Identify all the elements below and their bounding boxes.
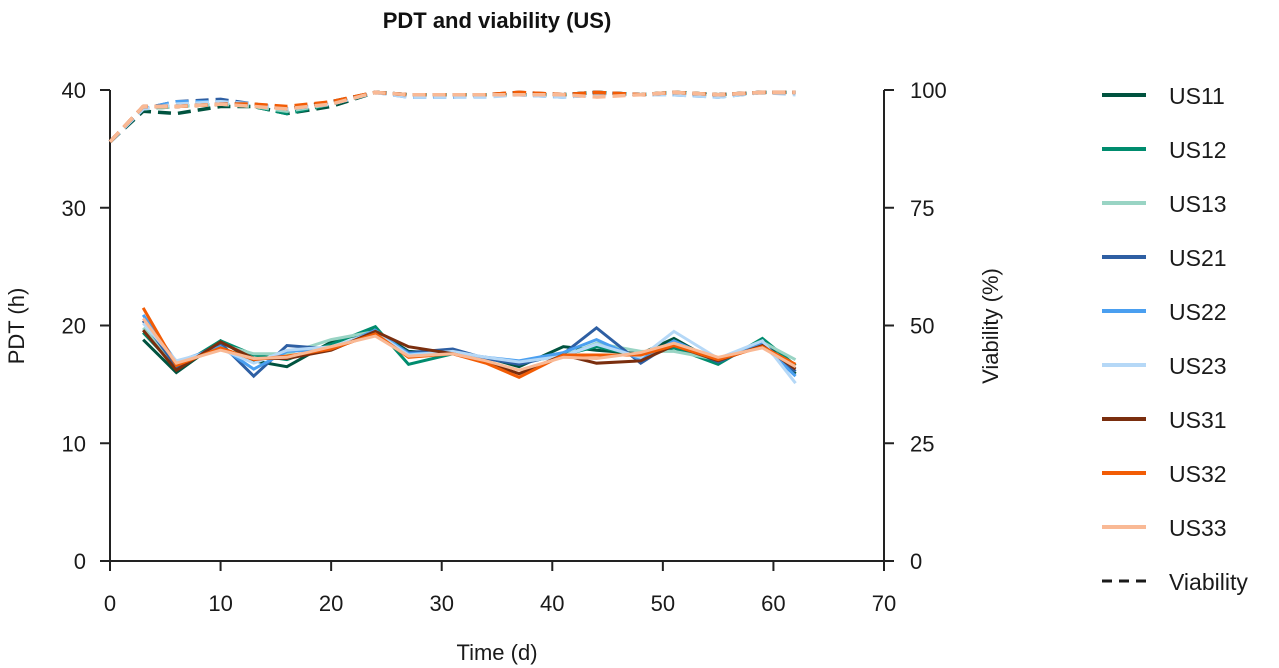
legend-item: US12 (1102, 137, 1227, 163)
pdt-line-us33 (141, 317, 797, 372)
legend-item: US13 (1102, 191, 1227, 217)
x-tick-label: 60 (761, 591, 785, 616)
legend-item: US22 (1102, 299, 1227, 325)
legend-label: US32 (1169, 461, 1227, 487)
pdt-line-us23 (142, 322, 797, 385)
x-tick-label: 50 (651, 591, 675, 616)
y2-tick-label: 0 (910, 549, 922, 574)
y-tick-label: 20 (62, 314, 86, 339)
y-ticks-left: 0 10 20 30 40 (62, 78, 110, 574)
x-tick-label: 70 (872, 591, 896, 616)
y2-tick-label: 75 (910, 196, 934, 221)
y-tick-label: 10 (62, 431, 86, 456)
chart-title: PDT and viability (US) (383, 8, 612, 33)
x-tick-label: 0 (104, 591, 116, 616)
x-ticks: 0 10 20 30 40 50 60 70 (104, 561, 896, 616)
legend-item: US33 (1102, 515, 1227, 541)
legend-item: US31 (1102, 407, 1227, 433)
y-ticks-right: 0 25 50 75 100 (884, 78, 947, 574)
viability-line-us21 (108, 90, 796, 144)
legend-label: US13 (1169, 191, 1227, 217)
legend-item: US11 (1102, 83, 1225, 109)
legend-item: US23 (1102, 353, 1227, 379)
viability-line-us11 (108, 90, 796, 144)
y2-tick-label: 100 (910, 78, 947, 103)
viability-series (108, 90, 796, 144)
viability-line-us23 (108, 90, 796, 144)
y2-tick-label: 25 (910, 431, 934, 456)
x-axis-label: Time (d) (456, 640, 537, 665)
axes (100, 90, 894, 562)
legend-item: US32 (1102, 461, 1227, 487)
legend-item: US21 (1102, 245, 1227, 271)
viability-line-us32 (108, 90, 796, 144)
x-tick-label: 20 (319, 591, 343, 616)
y2-tick-label: 50 (910, 314, 934, 339)
legend-label: US33 (1169, 515, 1227, 541)
x-tick-label: 10 (208, 591, 232, 616)
legend-label: US22 (1169, 299, 1227, 325)
y-tick-label: 0 (74, 549, 86, 574)
y2-axis-label: Viability (%) (978, 268, 1003, 384)
legend-label: US31 (1169, 407, 1227, 433)
y-axis-label: PDT (h) (4, 288, 29, 365)
pdt-line-us32 (141, 307, 797, 379)
legend-label: US12 (1169, 137, 1227, 163)
legend-label: Viability (1169, 569, 1248, 595)
y-tick-label: 30 (62, 196, 86, 221)
viability-line-us33 (108, 90, 796, 144)
legend-item: Viability (1102, 569, 1248, 595)
y-tick-label: 40 (62, 78, 86, 103)
legend-label: US21 (1169, 245, 1227, 271)
viability-line-us31 (108, 90, 796, 144)
legend-label: US23 (1169, 353, 1227, 379)
legend: US11 US12 US13 US21 US22 US23 US31 US32 US33 Viab… (1102, 83, 1248, 595)
x-tick-label: 30 (429, 591, 453, 616)
viability-line-us13 (108, 90, 796, 144)
legend-label: US11 (1169, 83, 1225, 109)
viability-line-us22 (108, 90, 796, 144)
pdt-series (141, 307, 797, 385)
x-tick-label: 40 (540, 591, 564, 616)
viability-line-us12 (108, 90, 796, 144)
